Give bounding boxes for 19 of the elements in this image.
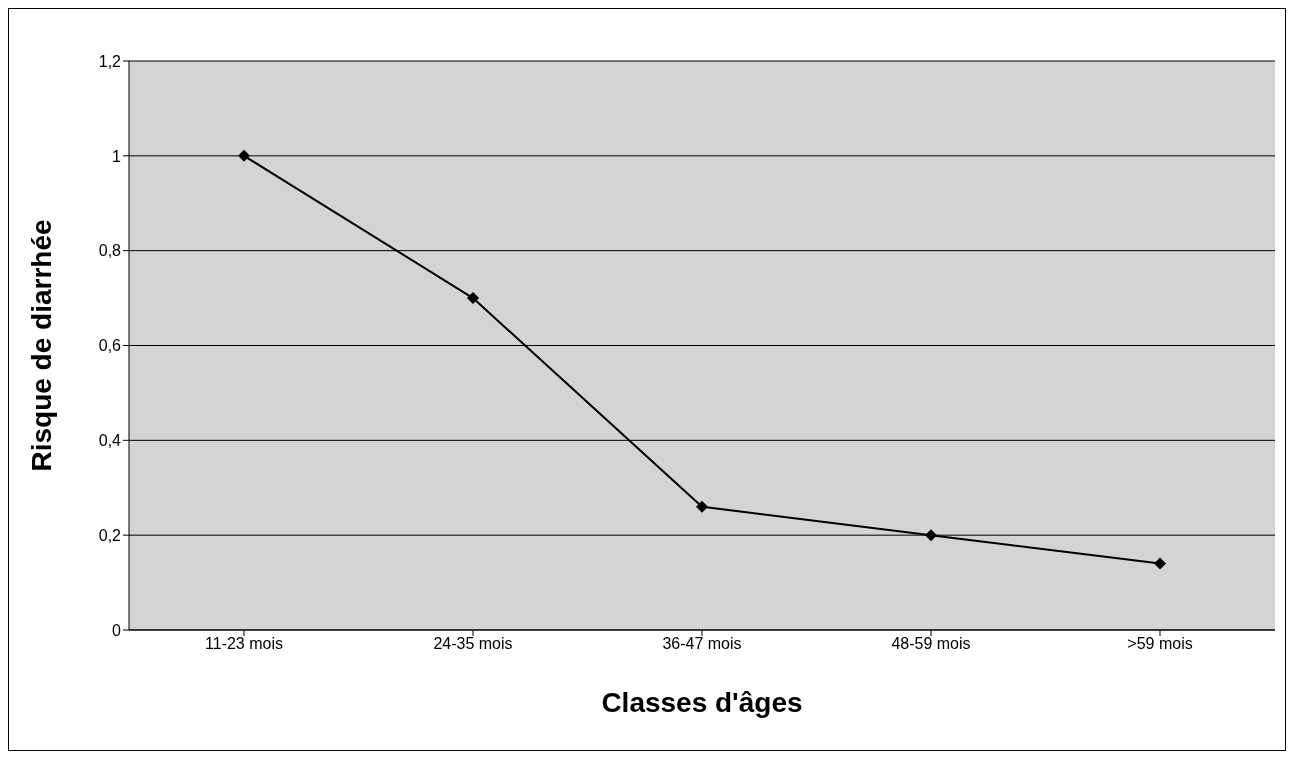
y-axis-title: Risque de diarrhée <box>25 219 57 472</box>
x-tick-label: >59 mois <box>1127 635 1193 653</box>
y-tick-label: 0,4 <box>98 432 122 450</box>
y-tick-label: 0 <box>112 621 122 639</box>
x-axis-title: Classes d'âges <box>601 687 803 718</box>
x-tick-label: 48-59 mois <box>891 635 971 653</box>
y-tick-label: 1 <box>112 147 122 165</box>
y-tick-label: 1,2 <box>98 52 122 70</box>
point <box>1154 557 1166 570</box>
point <box>925 529 937 542</box>
point <box>467 292 479 305</box>
y-tick-label: 0,2 <box>98 526 122 544</box>
point <box>696 500 708 513</box>
x-tick-label: 11-23 mois <box>205 635 283 653</box>
y-tick-label: 0,8 <box>98 242 122 260</box>
x-tick-label: 36-47 mois <box>662 635 742 653</box>
y-tick-label: 0,6 <box>98 337 122 355</box>
x-tick-label: 24-35 mois <box>433 635 513 653</box>
point <box>238 149 250 162</box>
